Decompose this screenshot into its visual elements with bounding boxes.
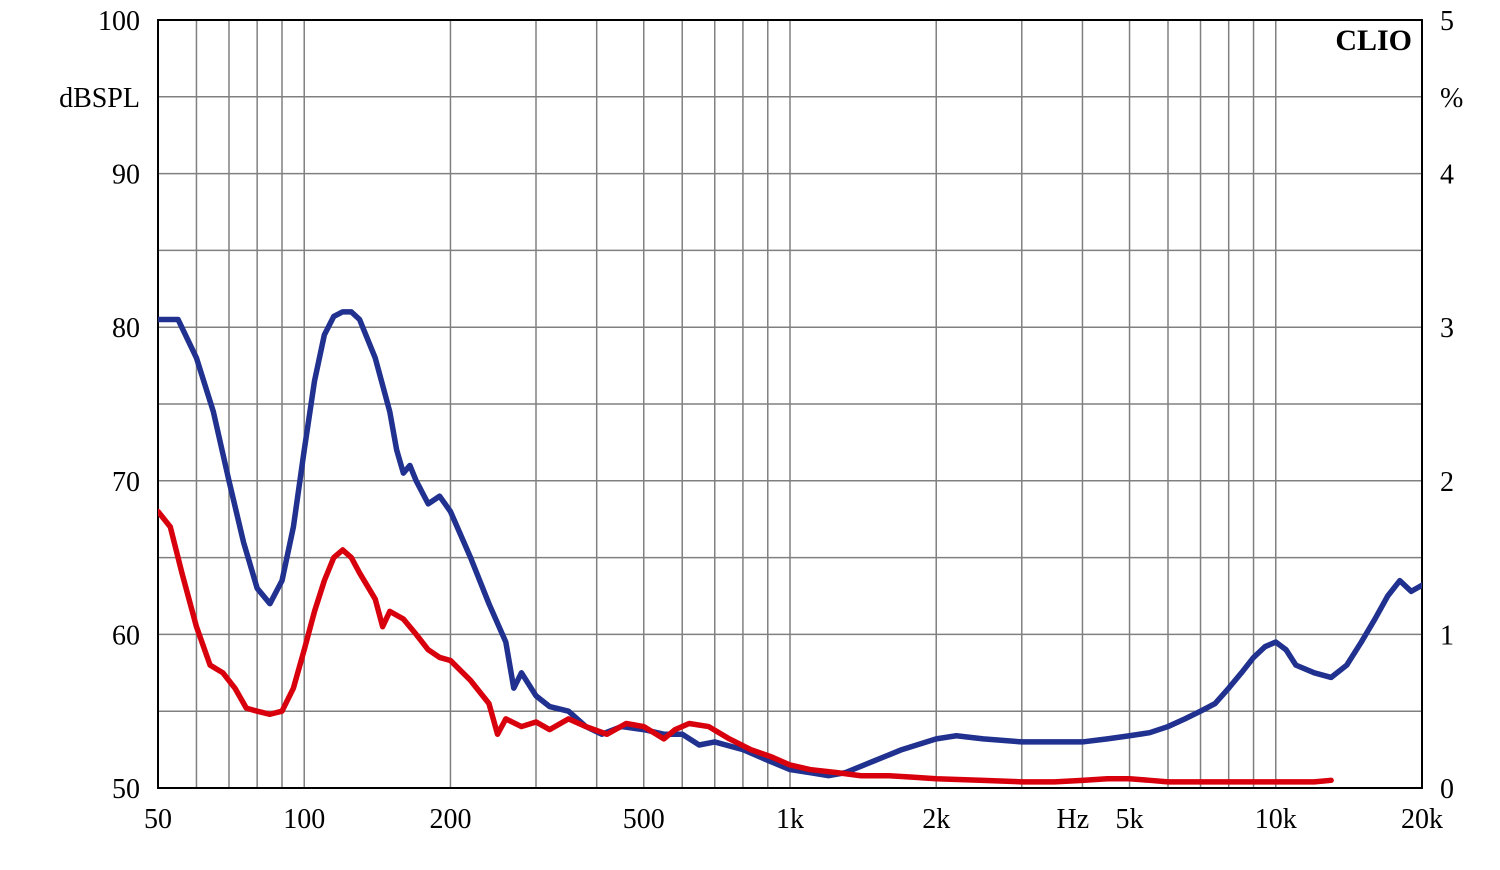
y-right-tick-label: 3	[1440, 313, 1454, 344]
x-tick-label: 2k	[922, 804, 950, 835]
x-tick-label: 1k	[776, 804, 804, 835]
y-left-unit-label: dBSPL	[59, 83, 140, 114]
x-tick-label: 50	[144, 804, 172, 835]
x-tick-label: 20k	[1401, 804, 1443, 835]
x-tick-label: 500	[623, 804, 665, 835]
y-left-tick-label: 90	[112, 160, 140, 191]
y-right-unit-label: %	[1440, 83, 1463, 114]
x-axis-unit-label: Hz	[1057, 804, 1090, 835]
y-left-tick-label: 70	[112, 467, 140, 498]
y-right-tick-label: 5	[1440, 6, 1454, 37]
y-left-tick-label: 80	[112, 313, 140, 344]
clio-watermark: CLIO	[1335, 24, 1412, 57]
x-tick-label: 10k	[1255, 804, 1297, 835]
chart-svg: 50 60 70 80 90 100 0 1 2 3 4 5 50 100 200 500 1k 2k 5k 10k 2…	[0, 0, 1500, 870]
y-left-tick-label: 60	[112, 620, 140, 651]
y-left-tick-label: 50	[112, 774, 140, 805]
y-right-tick-label: 2	[1440, 467, 1454, 498]
x-tick-label: 100	[283, 804, 325, 835]
y-right-tick-label: 0	[1440, 774, 1454, 805]
y-right-tick-label: 1	[1440, 620, 1454, 651]
frequency-response-chart: 50 60 70 80 90 100 0 1 2 3 4 5 50 100 200 500 1k 2k 5k 10k 2…	[0, 0, 1500, 870]
x-tick-label: 5k	[1116, 804, 1144, 835]
y-left-tick-label: 100	[98, 6, 140, 37]
x-tick-label: 200	[429, 804, 471, 835]
y-right-tick-label: 4	[1440, 160, 1454, 191]
